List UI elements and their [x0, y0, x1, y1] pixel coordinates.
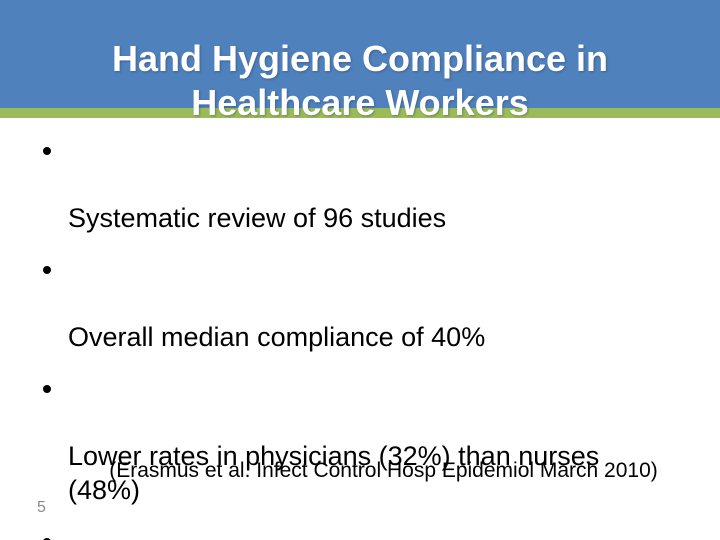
bullet-text: Overall median compliance of 40%	[68, 322, 486, 352]
bullet-dot-icon	[43, 266, 51, 274]
bullet-list: Systematic review of 96 studies Overall …	[43, 133, 648, 540]
bullet-dot-icon	[43, 385, 51, 393]
bullet-dot-icon	[43, 147, 51, 155]
citation-text: (Erasmus et al. Infect Control Hosp Epid…	[109, 459, 658, 482]
bullet-item: Systematic review of 96 studies	[43, 133, 648, 235]
bullet-text: Systematic review of 96 studies	[68, 203, 447, 233]
bullet-item: Lower rates in physicians (32%) than nur…	[43, 371, 648, 507]
green-accent-bar	[0, 108, 720, 118]
bullet-dot-icon	[43, 538, 51, 540]
slide-title: Hand Hygiene Compliance in Healthcare Wo…	[111, 38, 609, 124]
bullet-text: Lower rates in physicians (32%) than nur…	[68, 441, 600, 505]
bullet-item: Lower rates “before” (21%) patient conta…	[43, 524, 648, 540]
title-header-band	[0, 0, 720, 108]
slide-number: 5	[37, 499, 46, 516]
bullet-item: Overall median compliance of 40%	[43, 252, 648, 354]
